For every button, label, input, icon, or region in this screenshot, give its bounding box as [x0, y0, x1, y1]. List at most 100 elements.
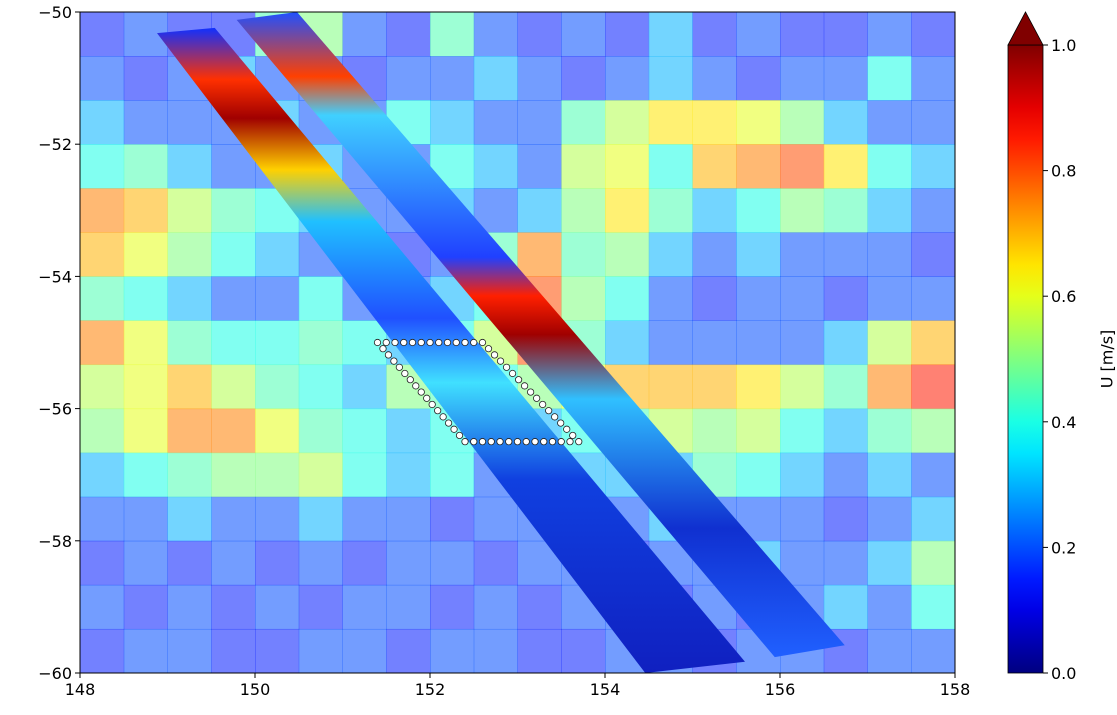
heat-cell	[823, 496, 868, 542]
heat-cell	[780, 56, 825, 101]
box-dot	[384, 351, 393, 359]
heat-cell	[211, 276, 256, 321]
heat-cell	[298, 628, 343, 673]
heat-cell	[736, 100, 781, 145]
heat-cell	[692, 276, 737, 321]
heat-cell	[430, 452, 475, 498]
heat-cell	[823, 232, 868, 277]
heat-cell	[80, 320, 125, 366]
heat-cell	[430, 496, 475, 542]
box-dot	[496, 357, 505, 365]
heat-cell	[473, 56, 518, 101]
box-dot	[539, 400, 547, 409]
x-tick-label: 156	[765, 680, 796, 699]
box-dot	[417, 388, 425, 396]
heat-cell	[517, 12, 562, 57]
heat-cell	[298, 540, 343, 586]
heat-cell	[80, 56, 125, 101]
heat-cell	[211, 232, 256, 277]
box-dot	[390, 357, 398, 365]
heat-cell	[473, 144, 518, 189]
heat-cell	[736, 320, 781, 366]
heat-cell	[123, 540, 168, 586]
heat-cell	[867, 144, 912, 189]
box-dot	[521, 382, 529, 390]
heat-cell	[123, 496, 168, 542]
heat-cell	[780, 496, 825, 542]
box-dot	[478, 438, 487, 446]
heat-cell	[167, 540, 212, 586]
swath	[157, 27, 745, 673]
heat-cell	[342, 452, 387, 498]
box-dot	[450, 425, 458, 433]
heat-cell	[823, 144, 868, 189]
heat-cell	[692, 100, 737, 145]
x-tick-label: 150	[240, 680, 271, 699]
box-dot	[551, 413, 559, 421]
box-dot	[531, 438, 539, 446]
heat-cell	[823, 540, 868, 586]
heat-cell	[167, 232, 212, 277]
heat-cell	[342, 584, 387, 630]
heat-cell	[80, 496, 125, 542]
box-dot	[557, 438, 565, 446]
heat-cell	[911, 144, 955, 189]
x-tick-label: 158	[940, 680, 971, 699]
heat-cell	[561, 232, 606, 277]
heat-cell	[167, 144, 212, 189]
box-dot	[426, 338, 434, 347]
heat-cell	[80, 452, 125, 498]
heat-cell	[167, 496, 212, 542]
box-dot	[548, 438, 557, 446]
heat-cell	[823, 56, 868, 101]
heat-cell	[911, 56, 955, 101]
heat-cell	[911, 452, 955, 498]
heat-cell	[342, 12, 387, 57]
heat-cell	[692, 12, 737, 57]
heat-cell	[911, 276, 955, 321]
heat-cell	[648, 364, 693, 410]
colorbar-tick-label: 1.0	[1051, 36, 1076, 55]
heat-cell	[298, 408, 343, 454]
axes-frame	[79, 11, 956, 674]
heat-cell	[736, 188, 781, 233]
heat-cell	[255, 364, 300, 410]
heat-cell	[780, 408, 825, 454]
box-dot	[566, 438, 574, 446]
heat-cell	[211, 628, 256, 673]
box-dot	[444, 419, 453, 427]
heat-cell	[780, 276, 825, 321]
heat-cell	[386, 496, 431, 542]
heat-cell	[561, 56, 606, 101]
heat-cell	[123, 584, 168, 630]
heat-cell	[867, 584, 912, 630]
heat-cell	[386, 56, 431, 101]
heat-cell	[386, 452, 431, 498]
heat-cell	[736, 12, 781, 57]
heat-cell	[561, 188, 606, 233]
heat-cell	[648, 276, 693, 321]
heat-cell	[823, 12, 868, 57]
heat-cell	[430, 540, 475, 586]
heat-cell	[386, 584, 431, 630]
y-tick-label: −60	[38, 664, 72, 683]
heat-cell	[123, 276, 168, 321]
heat-cell	[211, 188, 256, 233]
heat-cell	[430, 628, 475, 673]
box-dot	[545, 407, 553, 415]
heat-cell	[517, 584, 562, 630]
box-dot	[527, 388, 535, 396]
heat-cell	[911, 364, 955, 410]
y-tick-label: −50	[38, 3, 72, 22]
heat-cell	[867, 12, 912, 57]
heat-cell	[80, 364, 125, 410]
heat-cell	[823, 188, 868, 233]
heat-cell	[911, 408, 955, 454]
heat-cell	[692, 364, 737, 410]
box-dot	[522, 438, 530, 446]
heat-cell	[123, 628, 168, 673]
heat-cell	[517, 144, 562, 189]
heat-cell	[867, 540, 912, 586]
heat-cell	[561, 12, 606, 57]
